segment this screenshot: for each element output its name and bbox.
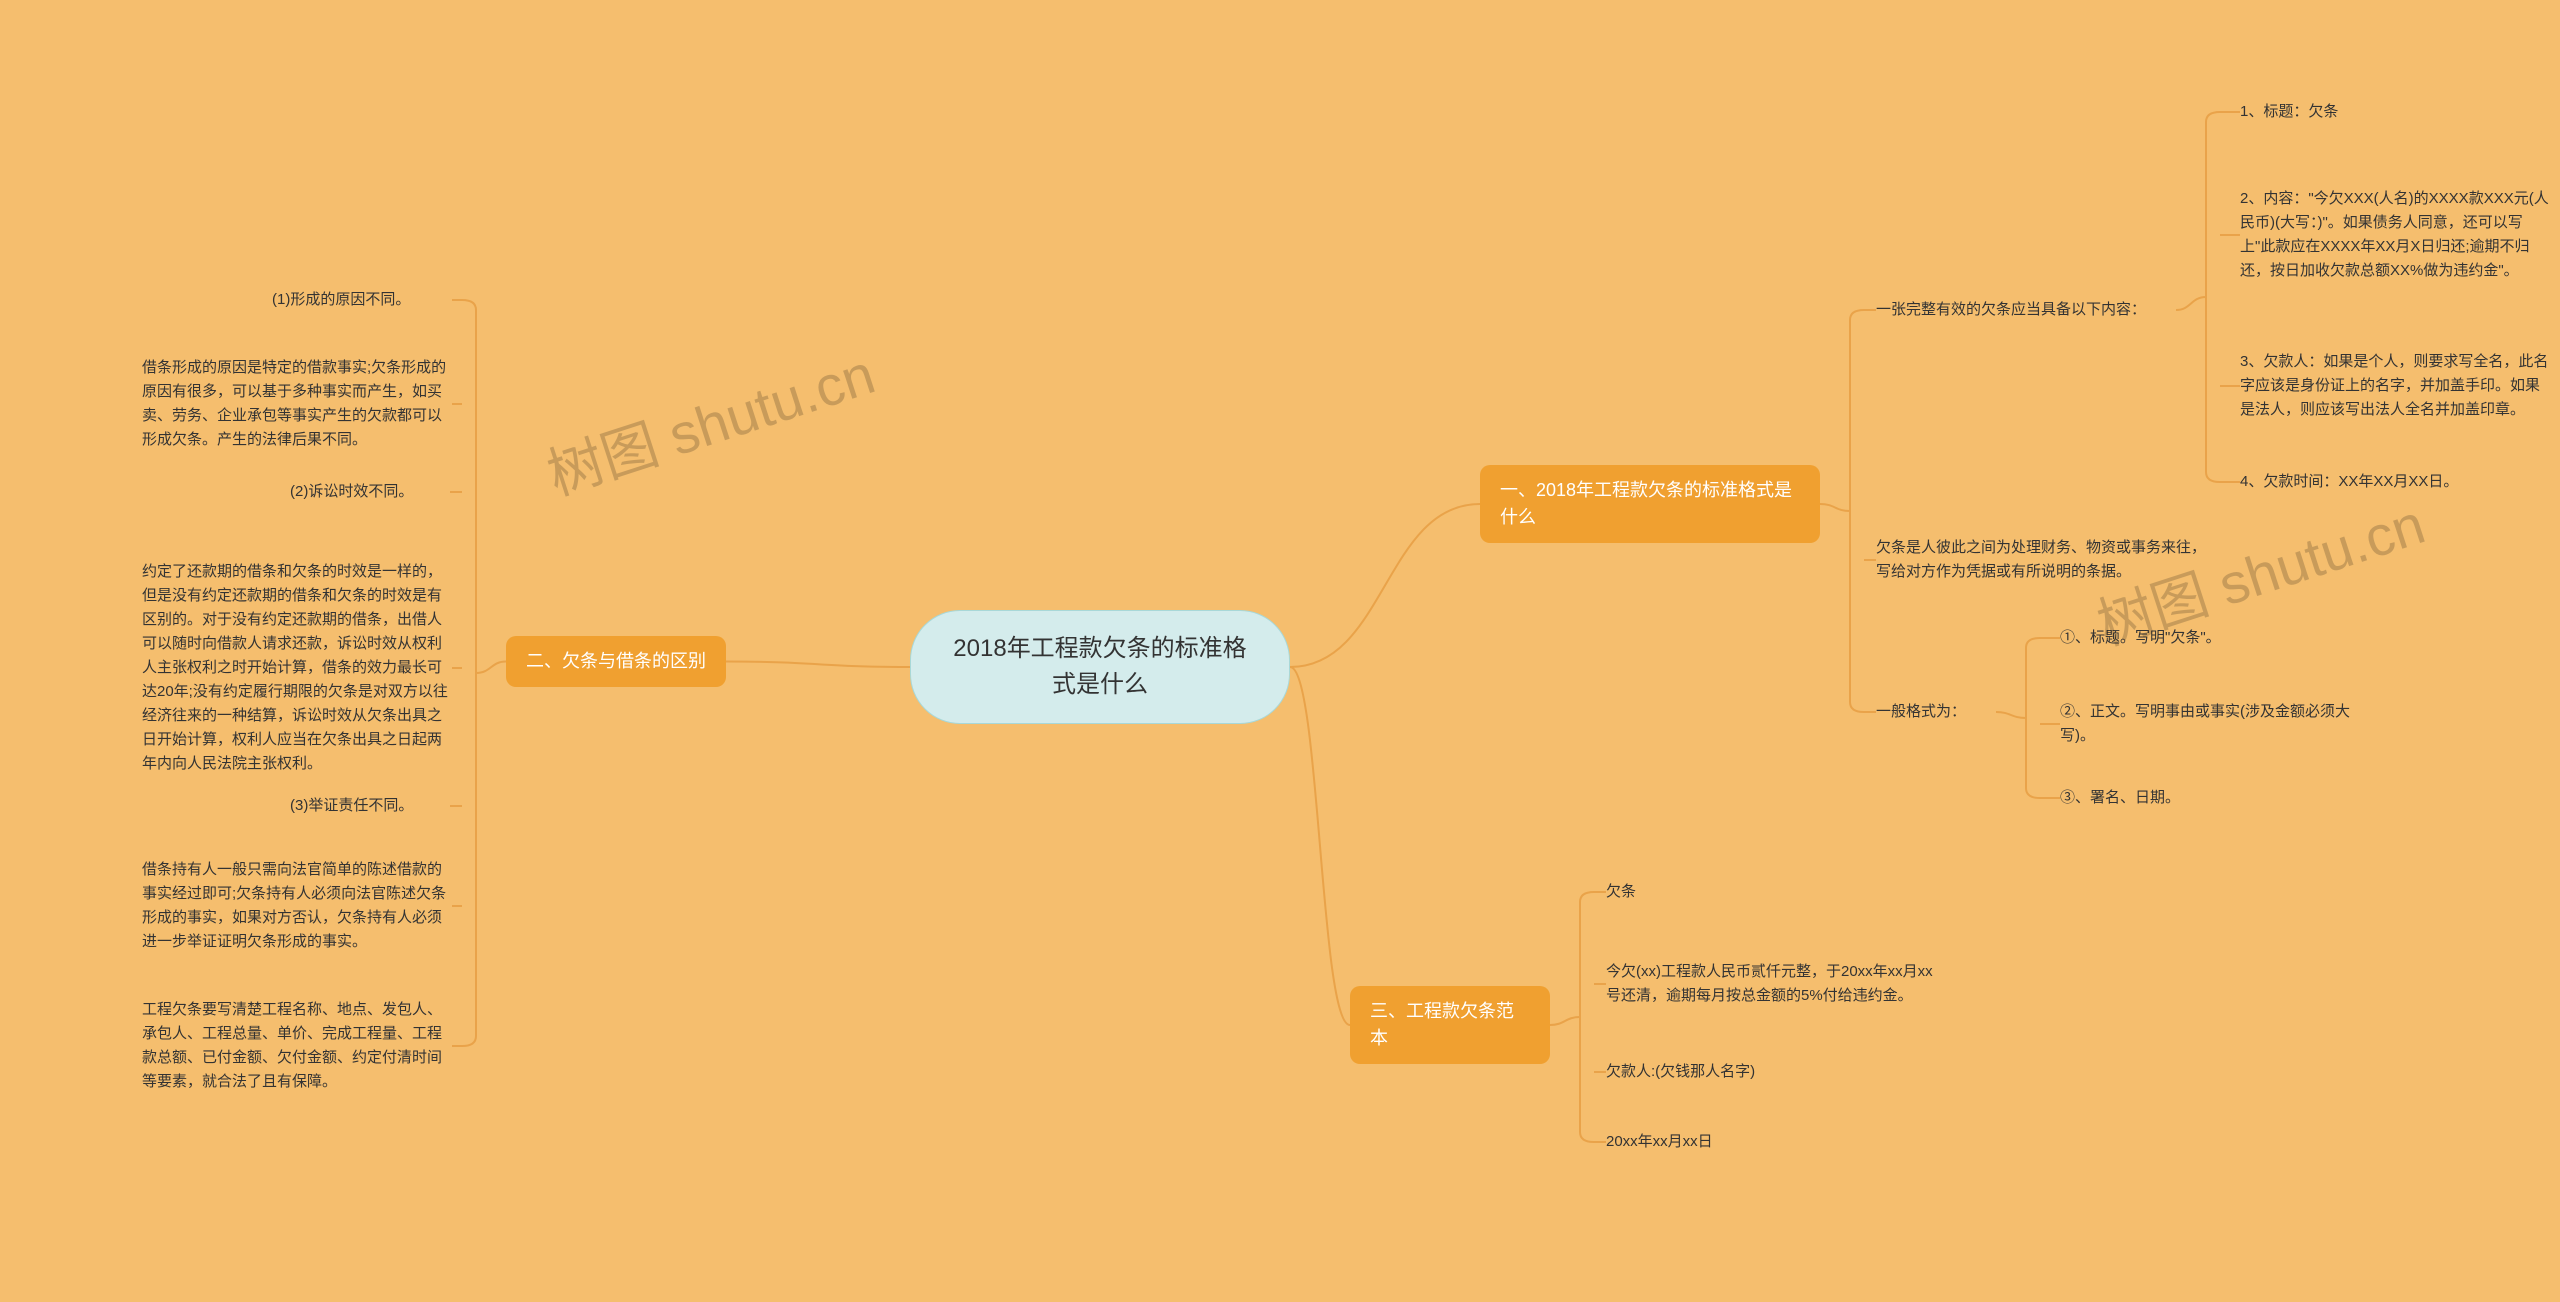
sub-node-s2e: (3)举证责任不同。 [290, 794, 450, 818]
leaf-node-l4: 4、欠款时间：XX年XX月XX日。 [2240, 470, 2500, 494]
sub-node-s2g: 工程欠条要写清楚工程名称、地点、发包人、承包人、工程总量、单价、完成工程量、工程… [142, 996, 452, 1096]
sub-node-s2a: (1)形成的原因不同。 [272, 288, 452, 312]
sub-node-s2b: 借条形成的原因是特定的借款事实;欠条形成的原因有很多，可以基于多种事实而产生，如… [142, 354, 452, 454]
root-node: 2018年工程款欠条的标准格式是什么 [910, 610, 1290, 724]
leaf-node-l1: 1、标题：欠条 [2240, 100, 2390, 124]
sub-node-s3c: 欠款人:(欠钱那人名字) [1606, 1060, 1806, 1084]
mindmap-canvas: 2018年工程款欠条的标准格式是什么 一、2018年工程款欠条的标准格式是什么二、… [0, 0, 2560, 1302]
sub-node-s1a: 一张完整有效的欠条应当具备以下内容： [1876, 298, 2176, 322]
sub-node-s1b: 欠条是人彼此之间为处理财务、物资或事务来往，写给对方作为凭据或有所说明的条据。 [1876, 536, 2206, 584]
main-node-2: 二、欠条与借条的区别 [506, 636, 726, 687]
main-node-3: 三、工程款欠条范本 [1350, 986, 1550, 1064]
main-node-1: 一、2018年工程款欠条的标准格式是什么 [1480, 465, 1820, 543]
leaf-node-l2: 2、内容："今欠XXX(人名)的XXXX款XXX元(人民币)(大写：)"。如果债… [2240, 170, 2550, 300]
sub-node-s1c: 一般格式为： [1876, 700, 1996, 724]
leaf-node-l6: ②、正文。写明事由或事实(涉及金额必须大写)。 [2060, 700, 2360, 748]
sub-node-s2d: 约定了还款期的借条和欠条的时效是一样的，但是没有约定还款期的借条和欠条的时效是有… [142, 560, 452, 776]
sub-node-s3b: 今欠(xx)工程款人民币贰仟元整，于20xx年xx月xx号还清，逾期每月按总金额… [1606, 948, 1936, 1020]
sub-node-s2c: (2)诉讼时效不同。 [290, 480, 450, 504]
leaf-node-l5: ①、标题。写明"欠条"。 [2060, 626, 2280, 650]
sub-node-s3d: 20xx年xx月xx日 [1606, 1130, 1766, 1154]
watermark-1: 树图 shutu.cn [536, 330, 884, 512]
leaf-node-l7: ③、署名、日期。 [2060, 786, 2220, 810]
leaf-node-l3: 3、欠款人：如果是个人，则要求写全名，此名字应该是身份证上的名字，并加盖手印。如… [2240, 346, 2550, 426]
sub-node-s3a: 欠条 [1606, 880, 1666, 904]
sub-node-s2f: 借条持有人一般只需向法官简单的陈述借款的事实经过即可;欠条持有人必须向法官陈述欠… [142, 856, 452, 956]
